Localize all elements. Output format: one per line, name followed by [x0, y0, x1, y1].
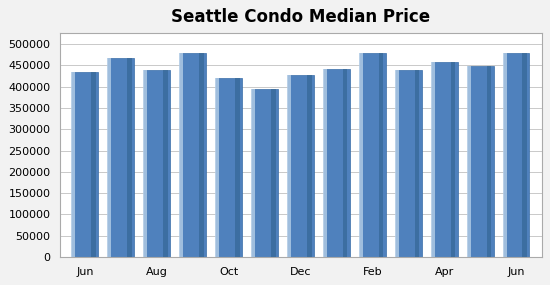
Bar — [522, 54, 527, 257]
Bar — [307, 75, 311, 257]
Bar — [504, 54, 530, 257]
Bar — [432, 62, 458, 257]
Bar — [415, 70, 419, 257]
Bar — [323, 69, 327, 257]
Bar — [360, 53, 386, 257]
Bar — [487, 66, 491, 257]
Bar — [252, 89, 278, 257]
Bar — [199, 53, 204, 257]
Bar — [163, 70, 168, 257]
Bar — [144, 70, 170, 257]
Bar — [324, 69, 350, 257]
Bar — [395, 70, 399, 257]
Bar — [73, 72, 98, 257]
Bar — [379, 53, 383, 257]
Bar — [108, 58, 134, 257]
Bar — [251, 89, 255, 257]
Bar — [72, 72, 75, 257]
Bar — [288, 75, 314, 257]
Bar — [271, 89, 276, 257]
Bar — [216, 78, 242, 257]
Bar — [215, 78, 219, 257]
Bar — [91, 72, 96, 257]
Bar — [287, 75, 291, 257]
Bar — [235, 78, 240, 257]
Bar — [343, 69, 348, 257]
Bar — [467, 66, 471, 257]
Bar — [359, 53, 363, 257]
Bar — [503, 54, 507, 257]
Bar — [450, 62, 455, 257]
Bar — [468, 66, 493, 257]
Bar — [431, 62, 435, 257]
Bar — [396, 70, 422, 257]
Bar — [180, 53, 206, 257]
Title: Seattle Condo Median Price: Seattle Condo Median Price — [172, 8, 431, 26]
Bar — [127, 58, 132, 257]
Bar — [107, 58, 111, 257]
Bar — [144, 70, 147, 257]
Bar — [179, 53, 183, 257]
